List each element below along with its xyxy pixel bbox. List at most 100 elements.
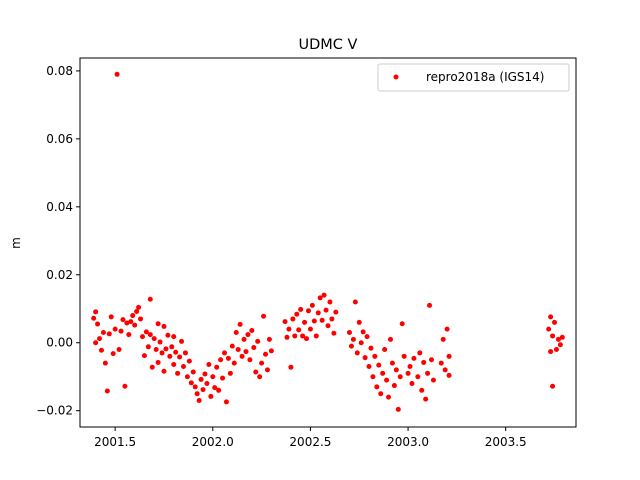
data-point	[286, 326, 292, 332]
data-point	[446, 353, 452, 359]
data-point	[202, 371, 208, 377]
data-point	[243, 349, 249, 355]
data-point	[136, 304, 142, 310]
data-point	[399, 321, 405, 327]
data-point	[128, 319, 134, 325]
data-point	[346, 330, 352, 336]
data-point	[292, 333, 298, 339]
data-point	[393, 367, 399, 373]
data-point	[331, 330, 337, 336]
data-point	[237, 321, 243, 327]
data-point	[143, 329, 149, 335]
data-point	[235, 347, 241, 353]
data-point	[309, 302, 315, 308]
data-point	[161, 323, 167, 329]
x-tick-label: 2002.0	[192, 435, 234, 449]
data-point	[216, 387, 222, 393]
data-point	[282, 319, 288, 325]
data-point	[391, 383, 397, 389]
data-point	[268, 348, 274, 354]
data-point	[231, 360, 237, 366]
data-point	[141, 353, 147, 359]
data-point	[122, 383, 128, 389]
data-point	[397, 374, 403, 380]
data-point	[298, 306, 304, 312]
data-point	[325, 323, 331, 329]
data-point	[245, 332, 251, 338]
data-point	[415, 374, 421, 380]
data-point	[321, 292, 327, 298]
data-point	[98, 347, 104, 353]
data-point	[155, 321, 161, 327]
data-point	[218, 357, 224, 363]
data-point	[263, 351, 269, 357]
data-point	[249, 328, 255, 334]
data-point	[548, 314, 554, 320]
x-tick-label: 2001.5	[94, 435, 136, 449]
data-point	[227, 370, 233, 376]
data-point	[130, 313, 136, 319]
data-point	[124, 320, 130, 326]
data-point	[313, 333, 319, 339]
x-tick-label: 2003.0	[387, 435, 429, 449]
data-point	[380, 370, 386, 376]
data-point	[548, 349, 554, 355]
data-point	[97, 336, 103, 342]
data-point	[112, 326, 118, 332]
data-point	[323, 307, 329, 313]
axis-ticks: 2001.5 2002.0 2002.5 2003.0 2003.5 −0.02 0.00 0…	[36, 64, 526, 449]
legend: repro2018a (IGS14)	[377, 63, 570, 92]
data-point	[93, 340, 99, 346]
data-point	[149, 364, 155, 370]
data-point	[151, 336, 157, 342]
data-point	[259, 360, 265, 366]
data-point	[366, 364, 372, 370]
data-point	[114, 71, 120, 77]
data-point	[134, 308, 140, 314]
data-point	[239, 353, 245, 359]
y-axis-label: m	[9, 237, 23, 249]
data-point	[198, 376, 204, 382]
data-point	[104, 388, 110, 394]
data-point	[257, 374, 263, 380]
data-point	[161, 368, 167, 374]
data-point	[173, 349, 179, 355]
data-point	[444, 326, 450, 332]
data-point	[139, 334, 145, 340]
data-point	[362, 355, 368, 361]
data-point	[182, 350, 188, 356]
data-point	[555, 336, 561, 342]
data-point	[372, 353, 378, 359]
data-point	[100, 330, 106, 336]
data-point	[188, 380, 194, 386]
data-point	[186, 358, 192, 364]
data-point	[294, 311, 300, 317]
data-point	[384, 377, 390, 383]
data-point	[179, 338, 185, 344]
data-point	[427, 302, 433, 308]
data-point	[264, 367, 270, 373]
y-tick-label: −0.02	[36, 404, 73, 418]
data-point	[184, 374, 190, 380]
data-point	[409, 381, 415, 387]
data-point	[411, 355, 417, 361]
data-point	[171, 361, 177, 367]
data-point	[145, 344, 151, 350]
data-point	[95, 321, 101, 327]
data-point	[106, 331, 112, 337]
data-point	[138, 316, 144, 322]
data-point	[110, 351, 116, 357]
data-point	[155, 359, 161, 365]
data-point	[229, 343, 235, 349]
data-point	[120, 317, 126, 323]
data-point	[177, 354, 183, 360]
data-point	[354, 350, 360, 356]
data-point	[175, 370, 181, 376]
data-point	[333, 309, 339, 315]
data-point	[222, 350, 228, 356]
data-point	[147, 332, 153, 338]
data-point	[93, 309, 99, 315]
data-point	[190, 369, 196, 375]
plot-area-frame	[79, 57, 577, 428]
